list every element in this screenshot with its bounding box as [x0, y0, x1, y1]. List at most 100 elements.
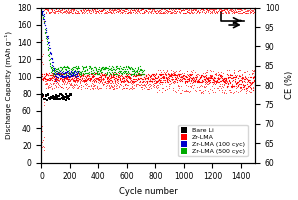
Point [220, 8, 225, 11]
Point [190, 76, 195, 79]
Point [176, 73, 181, 76]
Point [57, 97, 62, 100]
Point [48, 6, 53, 9]
Point [108, 76, 113, 79]
Point [174, 78, 179, 82]
Point [49, 76, 54, 79]
Point [78, 72, 83, 75]
Point [132, 79, 137, 82]
Point [131, 69, 136, 72]
Point [123, 80, 128, 83]
Point [89, 6, 93, 9]
Point [191, 76, 195, 80]
Y-axis label: Discharge Capacity (mAh g⁻¹): Discharge Capacity (mAh g⁻¹) [4, 31, 12, 139]
Point [93, 66, 98, 69]
Point [174, 9, 179, 12]
Point [65, 65, 70, 68]
Point [103, 76, 107, 79]
Point [55, 83, 60, 86]
Point [59, 77, 64, 81]
Point [173, 11, 178, 15]
Point [41, 144, 46, 148]
Point [95, 67, 100, 70]
Point [94, 80, 98, 83]
Point [141, 70, 146, 73]
Point [205, 8, 210, 12]
Point [114, 77, 119, 80]
Point [214, 86, 219, 90]
Point [52, 86, 56, 89]
Point [123, 77, 128, 80]
Point [201, 74, 206, 77]
Point [139, 9, 143, 12]
Point [209, 74, 213, 78]
Point [177, 77, 182, 80]
Point [91, 80, 96, 83]
Point [137, 71, 142, 74]
Point [249, 11, 254, 14]
Point [183, 11, 187, 15]
Point [46, 97, 51, 100]
Point [135, 11, 139, 15]
Point [62, 65, 66, 68]
Point [75, 79, 80, 83]
Point [45, 78, 49, 81]
Point [193, 75, 197, 79]
Point [72, 74, 77, 77]
Point [41, 95, 46, 98]
Point [47, 76, 52, 80]
Point [43, 7, 47, 10]
Point [60, 11, 64, 14]
Point [226, 11, 231, 14]
Point [157, 78, 162, 81]
Point [59, 66, 64, 69]
Point [153, 79, 158, 82]
Point [231, 85, 236, 88]
Point [48, 53, 53, 56]
Point [207, 75, 212, 78]
Point [158, 68, 163, 71]
Point [226, 75, 230, 78]
Point [126, 83, 131, 86]
Point [201, 8, 206, 11]
Point [46, 73, 51, 76]
Point [103, 80, 107, 83]
Point [211, 79, 216, 82]
Point [170, 12, 175, 15]
Point [117, 74, 122, 77]
Point [214, 10, 219, 13]
Point [122, 80, 126, 84]
Point [136, 7, 141, 10]
Point [125, 11, 129, 14]
Point [89, 72, 94, 75]
Point [118, 74, 123, 77]
Point [92, 72, 97, 75]
Point [235, 83, 240, 86]
Point [98, 75, 103, 78]
Point [159, 77, 164, 80]
Point [247, 86, 252, 89]
Point [69, 73, 74, 77]
Point [149, 77, 154, 80]
Point [108, 11, 113, 14]
Point [59, 78, 64, 82]
Point [40, 77, 45, 80]
Point [212, 76, 217, 79]
Point [74, 73, 78, 76]
Point [148, 80, 152, 83]
Point [59, 85, 63, 88]
Point [231, 76, 236, 79]
Point [128, 77, 133, 80]
Point [106, 71, 111, 74]
Point [176, 72, 180, 75]
Point [226, 78, 231, 81]
Point [133, 75, 138, 78]
Point [219, 11, 224, 15]
Point [220, 89, 225, 92]
Point [110, 65, 115, 68]
Point [47, 79, 52, 82]
Point [67, 78, 72, 81]
Point [133, 73, 138, 76]
Point [149, 80, 154, 83]
Point [241, 85, 246, 88]
